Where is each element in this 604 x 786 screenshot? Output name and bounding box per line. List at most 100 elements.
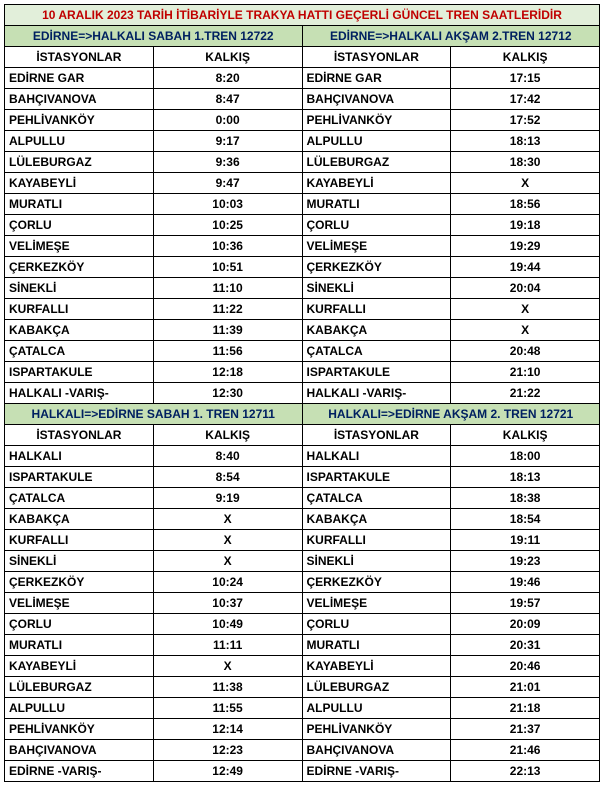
- departure-time: X: [451, 320, 600, 341]
- station-name: KURFALLI: [5, 530, 154, 551]
- departure-time: 21:37: [451, 719, 600, 740]
- departure-time: 11:22: [153, 299, 302, 320]
- station-name: KABAKÇA: [302, 320, 451, 341]
- station-name: PEHLİVANKÖY: [5, 719, 154, 740]
- station-name: ALPULLU: [302, 698, 451, 719]
- station-name: VELİMEŞE: [302, 236, 451, 257]
- departure-time: 21:18: [451, 698, 600, 719]
- station-name: EDİRNE GAR: [302, 68, 451, 89]
- station-name: PEHLİVANKÖY: [302, 110, 451, 131]
- departure-time: 20:48: [451, 341, 600, 362]
- station-name: HALKALI: [302, 446, 451, 467]
- station-name: ISPARTAKULE: [5, 467, 154, 488]
- station-name: ISPARTAKULE: [5, 362, 154, 383]
- departure-time: 19:57: [451, 593, 600, 614]
- col-stations: İSTASYONLAR: [5, 425, 154, 446]
- station-name: KURFALLI: [302, 530, 451, 551]
- station-name: ÇORLU: [5, 215, 154, 236]
- departure-time: 19:18: [451, 215, 600, 236]
- departure-time: 9:36: [153, 152, 302, 173]
- station-name: VELİMEŞE: [5, 593, 154, 614]
- departure-time: X: [153, 551, 302, 572]
- departure-time: 11:10: [153, 278, 302, 299]
- col-stations: İSTASYONLAR: [302, 47, 451, 68]
- departure-time: 20:04: [451, 278, 600, 299]
- col-departure: KALKIŞ: [153, 425, 302, 446]
- station-name: MURATLI: [302, 635, 451, 656]
- departure-time: 12:14: [153, 719, 302, 740]
- departure-time: 8:40: [153, 446, 302, 467]
- route-title-right: HALKALI=>EDİRNE AKŞAM 2. TREN 12721: [302, 404, 600, 425]
- station-name: ÇERKEZKÖY: [302, 572, 451, 593]
- station-name: ALPULLU: [5, 698, 154, 719]
- station-name: LÜLEBURGAZ: [5, 152, 154, 173]
- departure-time: 11:11: [153, 635, 302, 656]
- departure-time: 11:55: [153, 698, 302, 719]
- station-name: SİNEKLİ: [302, 278, 451, 299]
- departure-time: 17:15: [451, 68, 600, 89]
- departure-time: 11:56: [153, 341, 302, 362]
- departure-time: 8:47: [153, 89, 302, 110]
- departure-time: 9:19: [153, 488, 302, 509]
- station-name: ALPULLU: [302, 131, 451, 152]
- departure-time: 21:22: [451, 383, 600, 404]
- station-name: KABAKÇA: [302, 509, 451, 530]
- station-name: HALKALI -VARIŞ-: [302, 383, 451, 404]
- col-departure: KALKIŞ: [153, 47, 302, 68]
- station-name: ISPARTAKULE: [302, 362, 451, 383]
- timetable: 10 ARALIK 2023 TARİH İTİBARİYLE TRAKYA H…: [4, 4, 600, 782]
- departure-time: 18:56: [451, 194, 600, 215]
- station-name: KAYABEYLİ: [5, 656, 154, 677]
- departure-time: X: [451, 173, 600, 194]
- station-name: EDİRNE -VARIŞ-: [5, 761, 154, 782]
- station-name: SİNEKLİ: [5, 551, 154, 572]
- main-title: 10 ARALIK 2023 TARİH İTİBARİYLE TRAKYA H…: [5, 5, 600, 26]
- departure-time: 12:49: [153, 761, 302, 782]
- station-name: ÇATALCA: [5, 341, 154, 362]
- departure-time: 20:31: [451, 635, 600, 656]
- departure-time: X: [153, 656, 302, 677]
- departure-time: 21:46: [451, 740, 600, 761]
- station-name: ÇATALCA: [302, 488, 451, 509]
- station-name: ÇERKEZKÖY: [5, 572, 154, 593]
- station-name: KAYABEYLİ: [5, 173, 154, 194]
- col-stations: İSTASYONLAR: [302, 425, 451, 446]
- route-title-left: EDİRNE=>HALKALI SABAH 1.TREN 12722: [5, 26, 303, 47]
- station-name: SİNEKLİ: [302, 551, 451, 572]
- departure-time: 19:11: [451, 530, 600, 551]
- station-name: HALKALI: [5, 446, 154, 467]
- col-departure: KALKIŞ: [451, 47, 600, 68]
- station-name: LÜLEBURGAZ: [302, 152, 451, 173]
- station-name: BAHÇIVANOVA: [302, 740, 451, 761]
- departure-time: 21:10: [451, 362, 600, 383]
- station-name: ÇERKEZKÖY: [5, 257, 154, 278]
- departure-time: 9:17: [153, 131, 302, 152]
- route-title-left: HALKALI=>EDİRNE SABAH 1. TREN 12711: [5, 404, 303, 425]
- col-departure: KALKIŞ: [451, 425, 600, 446]
- departure-time: 17:42: [451, 89, 600, 110]
- station-name: BAHÇIVANOVA: [302, 89, 451, 110]
- departure-time: 19:46: [451, 572, 600, 593]
- route-title-right: EDİRNE=>HALKALI AKŞAM 2.TREN 12712: [302, 26, 600, 47]
- departure-time: 19:23: [451, 551, 600, 572]
- departure-time: 0:00: [153, 110, 302, 131]
- station-name: SİNEKLİ: [5, 278, 154, 299]
- station-name: MURATLI: [5, 194, 154, 215]
- departure-time: X: [451, 299, 600, 320]
- station-name: MURATLI: [302, 194, 451, 215]
- station-name: ÇORLU: [5, 614, 154, 635]
- departure-time: 12:18: [153, 362, 302, 383]
- station-name: ISPARTAKULE: [302, 467, 451, 488]
- departure-time: 19:29: [451, 236, 600, 257]
- station-name: PEHLİVANKÖY: [5, 110, 154, 131]
- departure-time: 12:30: [153, 383, 302, 404]
- station-name: KURFALLI: [5, 299, 154, 320]
- departure-time: 10:25: [153, 215, 302, 236]
- station-name: KAYABEYLİ: [302, 173, 451, 194]
- station-name: EDİRNE -VARIŞ-: [302, 761, 451, 782]
- station-name: ÇATALCA: [302, 341, 451, 362]
- departure-time: 9:47: [153, 173, 302, 194]
- station-name: BAHÇIVANOVA: [5, 740, 154, 761]
- departure-time: 18:38: [451, 488, 600, 509]
- departure-time: 10:24: [153, 572, 302, 593]
